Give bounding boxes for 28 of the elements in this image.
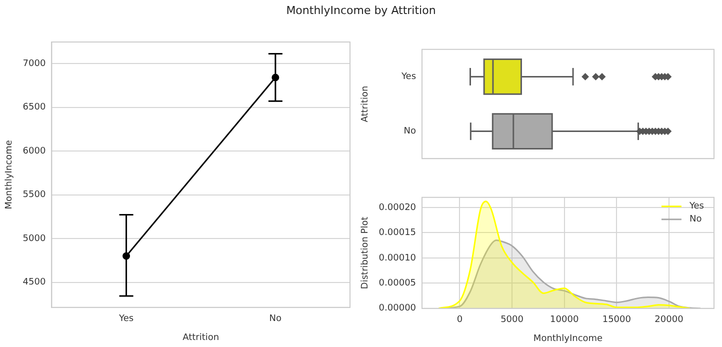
y-axis-title: Distribution Plot [360, 216, 371, 290]
y-tick-label: 4500 [22, 278, 46, 288]
y-tick-label: 5000 [22, 234, 46, 244]
y-tick-label: 0.00015 [378, 228, 416, 238]
x-tick-label: 0 [456, 315, 463, 326]
y-tick-label: Yes [400, 72, 416, 82]
x-axis-title: Attrition [182, 332, 220, 343]
x-tick-label: No [269, 314, 282, 324]
y-tick-label: No [404, 126, 416, 137]
x-tick-label: 5000 [500, 315, 524, 326]
legend-label: Yes [688, 202, 704, 212]
x-tick-label: Yes [118, 314, 134, 324]
y-tick-label: 0.00010 [378, 253, 416, 264]
y-tick-label: 7000 [22, 58, 46, 69]
y-axis-title: Attrition [360, 86, 371, 122]
y-axis-title: MonthlyIncome [4, 140, 15, 210]
x-tick-label: 20000 [654, 315, 684, 326]
y-tick-label: 5500 [22, 190, 46, 200]
y-tick-label: 0.00020 [378, 202, 416, 213]
y-tick-label: 6500 [22, 102, 46, 113]
x-tick-label: 10000 [550, 315, 579, 326]
y-tick-label: 6000 [22, 146, 46, 156]
chart-title: MonthlyIncome by Attrition [285, 4, 437, 17]
y-tick-label: 0.00005 [378, 278, 416, 289]
x-axis-title: MonthlyIncome [533, 334, 604, 344]
y-tick-label: 0.00000 [378, 304, 416, 314]
legend-label: No [689, 214, 702, 225]
x-tick-label: 15000 [602, 315, 632, 326]
